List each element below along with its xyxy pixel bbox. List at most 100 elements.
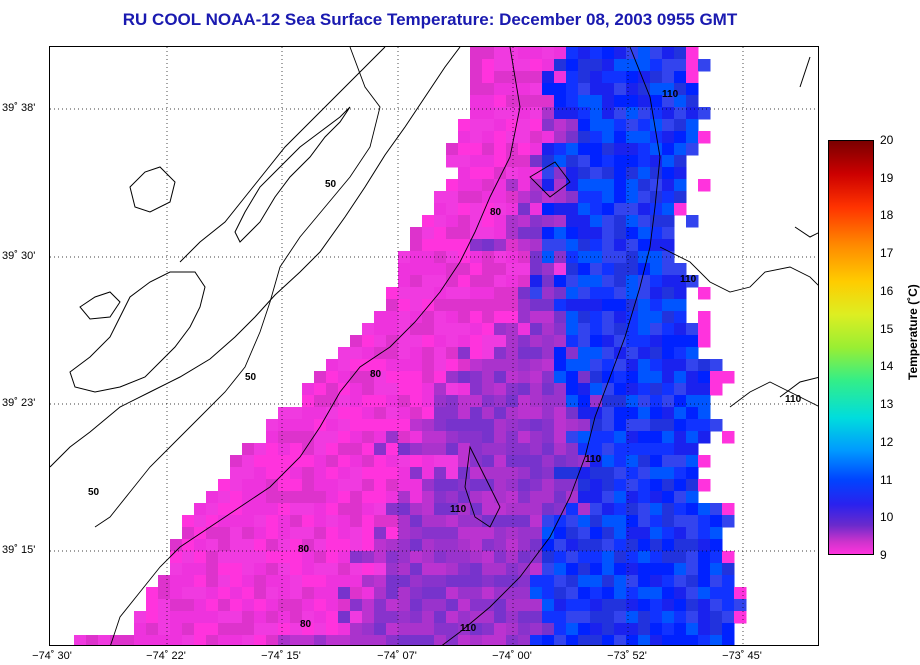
- sst-pixel: [518, 371, 531, 384]
- sst-pixel: [242, 563, 255, 576]
- sst-pixel: [314, 587, 327, 600]
- sst-pixel: [614, 347, 627, 360]
- sst-pixel: [470, 599, 483, 612]
- sst-pixel: [566, 383, 579, 396]
- sst-pixel: [506, 191, 519, 204]
- sst-pixel: [530, 527, 543, 540]
- sst-pixel: [542, 551, 555, 564]
- sst-pixel: [638, 251, 651, 264]
- sst-pixel: [554, 167, 567, 180]
- sst-pixel: [386, 551, 399, 564]
- sst-pixel: [494, 299, 507, 312]
- sst-pixel: [686, 347, 699, 360]
- sst-pixel: [422, 275, 435, 288]
- sst-pixel: [542, 371, 555, 384]
- sst-pixel: [494, 47, 507, 60]
- sst-pixel: [386, 371, 399, 384]
- sst-pixel: [374, 503, 387, 516]
- sst-pixel: [614, 179, 627, 192]
- sst-pixel: [590, 383, 603, 396]
- sst-pixel: [410, 239, 423, 252]
- sst-pixel: [602, 623, 615, 636]
- sst-pixel: [650, 503, 663, 516]
- sst-pixel: [122, 635, 135, 645]
- lat-label: 39˚ 30': [2, 250, 36, 262]
- sst-pixel: [278, 503, 291, 516]
- sst-pixel: [542, 167, 555, 180]
- sst-pixel: [350, 455, 363, 468]
- sst-pixel: [266, 623, 279, 636]
- sst-pixel: [398, 527, 411, 540]
- sst-pixel: [686, 635, 699, 645]
- sst-pixel: [578, 95, 591, 108]
- sst-pixel: [674, 491, 687, 504]
- sst-pixel: [638, 623, 651, 636]
- sst-pixel: [638, 47, 651, 60]
- sst-pixel: [578, 587, 591, 600]
- sst-pixel: [662, 119, 675, 132]
- sst-pixel: [302, 623, 315, 636]
- lon-label: −74˚ 22': [146, 650, 186, 662]
- sst-pixel: [626, 167, 639, 180]
- sst-pixel: [650, 131, 663, 144]
- sst-pixel: [446, 515, 459, 528]
- sst-pixel: [614, 299, 627, 312]
- sst-pixel: [590, 59, 603, 72]
- sst-pixel: [422, 467, 435, 480]
- sst-pixel: [590, 119, 603, 132]
- sst-pixel: [170, 539, 183, 552]
- sst-pixel: [170, 551, 183, 564]
- sst-pixel: [650, 455, 663, 468]
- sst-pixel: [662, 491, 675, 504]
- sst-pixel: [710, 371, 723, 384]
- sst-pixel: [422, 503, 435, 516]
- sst-pixel: [626, 443, 639, 456]
- sst-pixel: [686, 83, 699, 96]
- sst-pixel: [242, 491, 255, 504]
- sst-pixel: [398, 359, 411, 372]
- sst-pixel: [578, 431, 591, 444]
- sst-pixel: [518, 335, 531, 348]
- sst-pixel: [566, 479, 579, 492]
- sst-pixel: [530, 251, 543, 264]
- sst-pixel: [662, 287, 675, 300]
- sst-pixel: [470, 191, 483, 204]
- sst-pixel: [518, 287, 531, 300]
- lat-label: 39˚ 15': [2, 544, 36, 556]
- sst-pixel: [254, 587, 267, 600]
- sst-pixel: [518, 71, 531, 84]
- sst-pixel: [506, 503, 519, 516]
- sst-pixel: [326, 431, 339, 444]
- sst-pixel: [530, 599, 543, 612]
- contour-label: 110: [585, 454, 602, 465]
- sst-pixel: [650, 491, 663, 504]
- sst-pixel: [494, 395, 507, 408]
- sst-pixel: [494, 599, 507, 612]
- sst-pixel: [542, 383, 555, 396]
- sst-pixel: [566, 335, 579, 348]
- sst-pixel: [698, 635, 711, 645]
- sst-pixel: [578, 83, 591, 96]
- sst-pixel: [434, 287, 447, 300]
- sst-pixel: [542, 419, 555, 432]
- sst-pixel: [614, 119, 627, 132]
- sst-pixel: [434, 635, 447, 645]
- sst-pixel: [590, 215, 603, 228]
- sst-pixel: [314, 455, 327, 468]
- sst-pixel: [530, 83, 543, 96]
- sst-pixel: [614, 503, 627, 516]
- sst-pixel: [638, 539, 651, 552]
- sst-pixel: [542, 191, 555, 204]
- sst-pixel: [578, 371, 591, 384]
- sst-pixel: [446, 455, 459, 468]
- sst-pixel: [554, 59, 567, 72]
- sst-pixel: [446, 587, 459, 600]
- sst-pixel: [494, 59, 507, 72]
- sst-pixel: [338, 563, 351, 576]
- sst-pixel: [434, 623, 447, 636]
- sst-pixel: [302, 407, 315, 420]
- sst-pixel: [542, 323, 555, 336]
- sst-pixel: [566, 275, 579, 288]
- sst-pixel: [686, 407, 699, 420]
- sst-pixel: [278, 575, 291, 588]
